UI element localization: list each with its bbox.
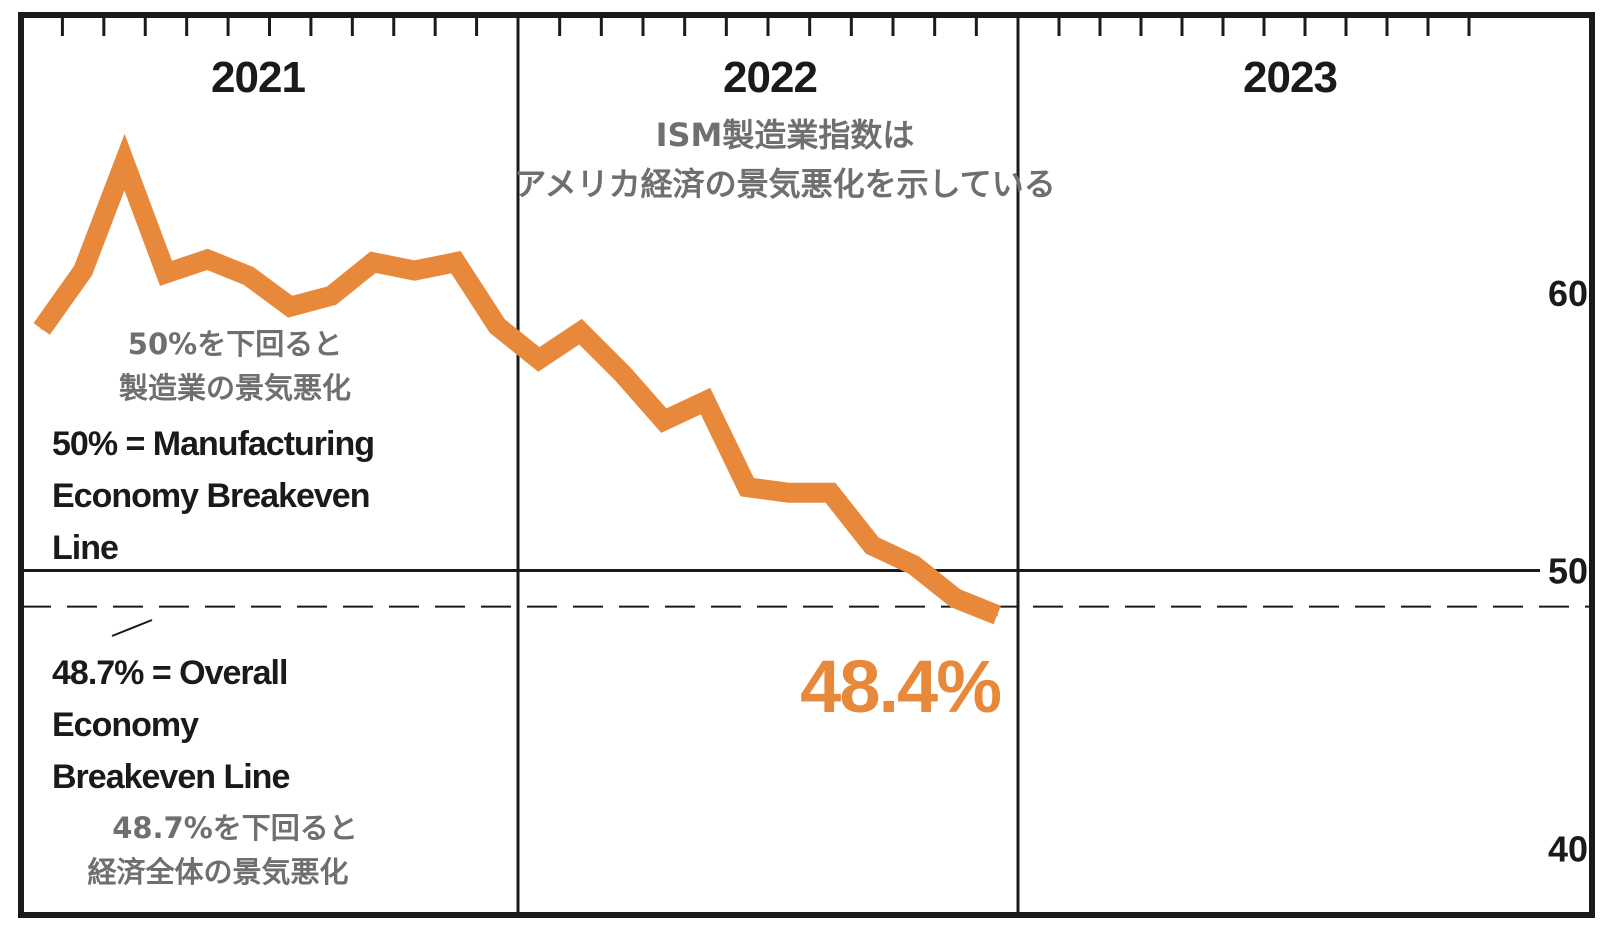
- data-point-2021-03: [123, 161, 126, 164]
- chart-title-line2: アメリカ経済の景気悪化を示している: [514, 165, 1055, 203]
- data-point-2022-06: [746, 486, 749, 489]
- year-label-2022: 2022: [723, 53, 817, 102]
- month-ticks: [60, 18, 1471, 36]
- data-point-2021-10: [413, 269, 416, 272]
- chart-frame: [18, 12, 1595, 918]
- y-axis-ticks: 40 50 60: [1548, 273, 1588, 870]
- mfg-note-jp-line1: 50%を下回ると: [128, 327, 342, 361]
- mfg-note-en-line1: 50% = Manufacturing: [52, 425, 374, 463]
- data-point-2022-07: [787, 491, 790, 494]
- data-point-2021-09: [372, 261, 375, 264]
- y-tick-label: 60: [1548, 273, 1588, 314]
- data-point-2022-01: [537, 358, 540, 361]
- data-point-2022-09: [871, 544, 874, 547]
- overall-note-jp-line1: 48.7%を下回ると: [112, 811, 358, 845]
- data-point-2022-02: [579, 330, 582, 333]
- data-point-2021-11: [454, 261, 457, 264]
- mfg-note-en-line2: Economy Breakeven: [52, 477, 370, 515]
- data-point-2021-06: [247, 275, 250, 278]
- y-tick-label: 50: [1548, 551, 1588, 592]
- year-label-2023: 2023: [1243, 53, 1337, 102]
- ism-series-line: [33, 133, 1001, 625]
- overall-note-jp-line2: 経済全体の景気悪化: [87, 855, 348, 889]
- data-point-2022-04: [662, 419, 665, 422]
- overall-note-en-line1: 48.7% = Overall: [52, 654, 287, 692]
- data-point-2021-01: [40, 327, 43, 330]
- chart-title-line1: ISM製造業指数は: [656, 116, 915, 154]
- data-point-2021-02: [82, 269, 85, 272]
- mfg-note-en-line3: Line: [52, 529, 118, 567]
- y-tick-label: 40: [1548, 828, 1588, 869]
- overall-note-en-line3: Breakeven Line: [52, 758, 289, 796]
- data-point-2022-05: [704, 400, 707, 403]
- data-point-2021-04: [164, 272, 167, 275]
- data-point-2022-08: [829, 491, 832, 494]
- data-point-2021-08: [330, 294, 333, 297]
- data-point-2022-11: [954, 597, 957, 600]
- mfg-note-jp-line2: 製造業の景気悪化: [119, 371, 351, 405]
- data-point-2021-07: [289, 305, 292, 308]
- data-point-2022-10: [912, 564, 915, 566]
- overall-note-en-line2: Economy: [52, 706, 199, 744]
- data-point-2021-12: [496, 325, 499, 328]
- data-point-2022-03: [621, 372, 624, 375]
- latest-value-callout: 48.4%: [800, 645, 1000, 728]
- data-point-2021-05: [206, 258, 209, 261]
- year-label-2021: 2021: [211, 53, 305, 102]
- ism-series-points: [40, 161, 999, 616]
- overall-pointer-stroke: [111, 619, 153, 637]
- data-point-2022-12: [996, 614, 999, 616]
